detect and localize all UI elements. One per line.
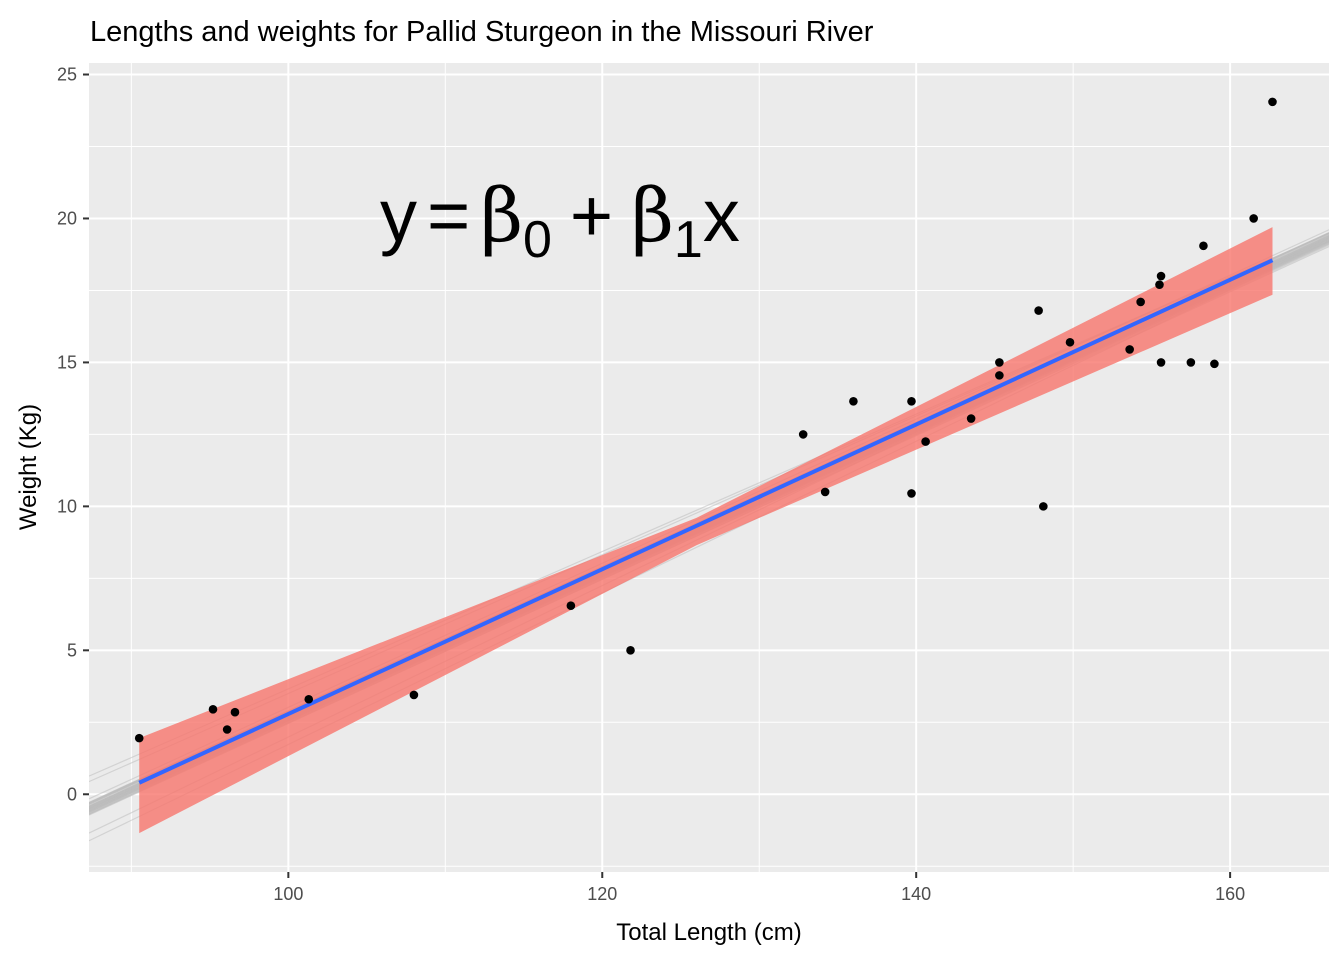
data-point <box>222 725 232 734</box>
equation-equals: = <box>427 174 470 257</box>
data-point <box>1065 337 1075 347</box>
data-point <box>966 414 976 423</box>
grid-minor <box>89 63 1329 872</box>
data-point <box>304 694 314 704</box>
equation-annotation: y = β0 + β1x <box>380 173 740 269</box>
y-tick-label: 25 <box>57 65 77 85</box>
y-tick-label: 5 <box>67 640 77 660</box>
x-tick-label: 160 <box>1215 884 1245 904</box>
data-point <box>1136 297 1145 307</box>
data-point <box>995 358 1004 367</box>
x-axis: 100 120 140 160 <box>273 872 1245 904</box>
data-point <box>1125 345 1134 354</box>
data-points <box>134 97 1277 743</box>
data-point <box>566 601 576 610</box>
y-axis-title: Weight (Kg) <box>15 404 42 530</box>
data-point <box>907 489 916 498</box>
equation-x: x <box>703 174 740 257</box>
equation-beta1: β <box>631 173 674 259</box>
data-point <box>208 705 218 714</box>
data-point <box>1034 306 1043 315</box>
data-point <box>849 396 858 406</box>
data-point <box>995 371 1004 380</box>
y-tick-label: 0 <box>67 784 77 804</box>
data-point <box>1156 271 1166 281</box>
data-point <box>798 430 808 439</box>
y-tick-label: 10 <box>57 496 77 516</box>
y-axis: 0 5 10 15 20 25 <box>57 65 89 804</box>
data-point <box>409 690 419 700</box>
data-point <box>230 707 240 717</box>
data-point <box>1186 358 1196 367</box>
x-tick-label: 120 <box>587 884 617 904</box>
y-tick-label: 15 <box>57 352 77 372</box>
confidence-band <box>139 227 1273 834</box>
x-tick-label: 140 <box>901 884 931 904</box>
data-point <box>134 733 144 743</box>
data-point <box>1199 241 1208 251</box>
y-tick-label: 20 <box>57 208 77 228</box>
x-tick-label: 100 <box>273 884 303 904</box>
data-point <box>1210 359 1219 369</box>
plot-content <box>89 97 1329 842</box>
data-point <box>1039 502 1048 511</box>
fit-line <box>138 258 1274 785</box>
equation-lhs: y <box>380 174 417 257</box>
equation-sub0: 0 <box>523 211 552 269</box>
equation-sub1: 1 <box>674 211 703 269</box>
data-point <box>921 437 930 446</box>
fit-line-path <box>138 258 1274 785</box>
equation-beta0: β <box>480 173 523 259</box>
data-point <box>1155 280 1164 289</box>
data-point <box>907 396 916 406</box>
confidence-band-area <box>139 227 1273 834</box>
data-point <box>820 487 830 497</box>
chart-title: Lengths and weights for Pallid Sturgeon … <box>90 16 874 48</box>
data-point <box>1249 214 1258 223</box>
equation-plus: + <box>570 174 613 257</box>
data-point <box>1156 358 1166 367</box>
data-point <box>626 646 635 655</box>
data-point <box>1268 97 1277 107</box>
x-axis-title: Total Length (cm) <box>616 919 801 946</box>
